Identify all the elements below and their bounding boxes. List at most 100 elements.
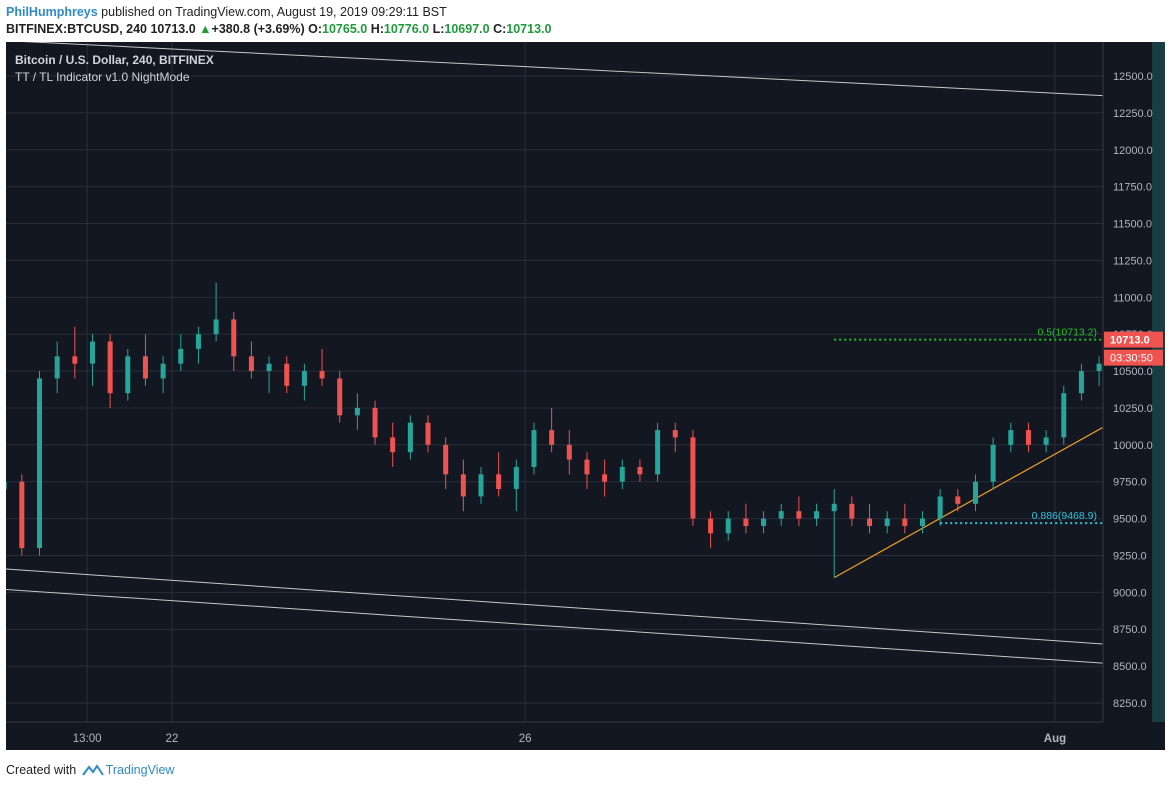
candle-body <box>531 430 537 467</box>
candle-body <box>672 430 678 438</box>
time-tick-label: Aug <box>1044 733 1066 745</box>
candle-body <box>478 474 484 497</box>
candle-body <box>849 503 855 519</box>
symbol: BITFINEX:BTCUSD, 240 <box>6 22 147 36</box>
price-tick-label: 11250.0 <box>1113 255 1152 267</box>
candle-body <box>761 518 767 526</box>
price-tick-label: 9250.0 <box>1113 550 1147 562</box>
candle-body <box>831 503 837 512</box>
trend-line <box>6 568 1103 645</box>
candle-body <box>425 422 431 445</box>
published-text: published on TradingView.com, August 19,… <box>101 5 447 19</box>
price-tick-label: 12500.0 <box>1113 71 1153 83</box>
price-tick-label: 9750.0 <box>1113 477 1147 489</box>
price-tick-label: 11750.0 <box>1113 182 1152 194</box>
candle-body <box>566 444 572 460</box>
candle-body <box>884 518 890 526</box>
candle-body <box>637 466 643 475</box>
candle-body <box>990 444 996 482</box>
candle-body <box>284 363 290 386</box>
candle-body <box>72 356 78 364</box>
candle-body <box>778 511 784 519</box>
candle-body <box>496 474 502 490</box>
candle-body <box>955 496 961 504</box>
candle-body <box>1043 437 1049 445</box>
candle-body <box>972 481 978 504</box>
candle-body <box>1061 393 1067 438</box>
candle-body <box>902 518 908 526</box>
countdown-label: 03:30:50 <box>1110 353 1153 365</box>
candle-body <box>266 363 272 372</box>
candle-body <box>160 363 166 379</box>
candle-body <box>513 466 519 490</box>
open-label: O: <box>308 22 323 36</box>
open-value: 10765.0 <box>322 22 368 36</box>
candle-body <box>743 518 749 526</box>
candle-body <box>584 459 590 475</box>
candle-body <box>248 356 254 372</box>
low-value: 10697.0 <box>444 22 490 36</box>
symbol-info: BITFINEX:BTCUSD, 240 10713.0 ▲+380.8 (+3… <box>6 22 551 36</box>
candle-body <box>142 356 148 379</box>
candle-body <box>920 518 925 526</box>
price-tick-label: 12250.0 <box>1113 108 1153 120</box>
candle-body <box>107 341 113 394</box>
indicator-name[interactable]: TT / TL Indicator v1.0 NightMode <box>15 70 190 84</box>
candle-body <box>54 356 60 379</box>
last-price: 10713.0 <box>150 22 196 36</box>
candle-body <box>6 481 7 490</box>
candle-body <box>1078 371 1084 394</box>
price-tick-label: 12000.0 <box>1113 145 1153 157</box>
footer: Created with TradingView <box>6 763 174 777</box>
price-tick-label: 8500.0 <box>1113 661 1147 673</box>
candle-body <box>796 511 802 519</box>
candle-body <box>390 437 396 453</box>
candle-body <box>231 319 237 357</box>
low-label: L: <box>432 22 445 36</box>
candle-body <box>708 518 714 534</box>
price-tick-label: 8250.0 <box>1113 698 1147 710</box>
candle-body <box>89 341 95 364</box>
candle-body <box>1025 430 1031 445</box>
high-value: 10776.0 <box>383 22 430 36</box>
price-tick-label: 10250.0 <box>1113 403 1153 415</box>
trend-line <box>6 589 1103 664</box>
fib-level-0-886-label: 0.886(9468.9) <box>1032 510 1097 522</box>
candle-body <box>195 334 201 349</box>
tradingview-logo-icon <box>81 764 104 776</box>
close-label: C: <box>493 22 507 36</box>
close-value: 10713.0 <box>506 22 552 36</box>
time-tick-label: 13:00 <box>73 733 102 745</box>
candle-body <box>443 444 449 475</box>
price-change: +380.8 (+3.69%) <box>211 22 305 36</box>
candle-body <box>460 474 466 497</box>
chart-title: Bitcoin / U.S. Dollar, 240, BITFINEX <box>15 53 214 67</box>
fib-level-0-5-label: 0.5(10713.2) <box>1037 327 1097 339</box>
price-chart[interactable]: 0.5(10713.2) 0.886(9468.9) 12500.0 12250.0… <box>6 42 1165 750</box>
candle-body <box>655 430 661 475</box>
countdown-badge <box>1104 349 1163 366</box>
time-tick-label: 22 <box>166 733 179 745</box>
candle-body <box>213 319 219 335</box>
candle-body <box>354 407 360 416</box>
publish-info: PhilHumphreys published on TradingView.c… <box>6 5 447 19</box>
price-tick-label: 11500.0 <box>1113 219 1152 231</box>
candle-body <box>937 496 943 519</box>
last-price-label: 10713.0 <box>1110 335 1150 347</box>
candle-body <box>319 371 325 379</box>
candle-body <box>725 518 731 534</box>
high-label: H: <box>370 22 384 36</box>
chart-canvas[interactable]: 0.5(10713.2) 0.886(9468.9) 12500.0 12250.0… <box>6 42 1165 750</box>
time-tick-label: 26 <box>519 733 532 745</box>
candle-body <box>690 437 696 519</box>
tradingview-link[interactable]: TradingView <box>105 763 175 777</box>
candle-body <box>37 378 42 549</box>
price-tick-label: 10000.0 <box>1113 440 1153 452</box>
candle-body <box>407 422 413 453</box>
candle-body <box>372 407 378 438</box>
candle-body <box>19 481 25 549</box>
author-name[interactable]: PhilHumphreys <box>6 5 98 19</box>
candle-body <box>814 511 820 519</box>
candle-body <box>602 474 608 482</box>
candle-body <box>125 356 131 394</box>
